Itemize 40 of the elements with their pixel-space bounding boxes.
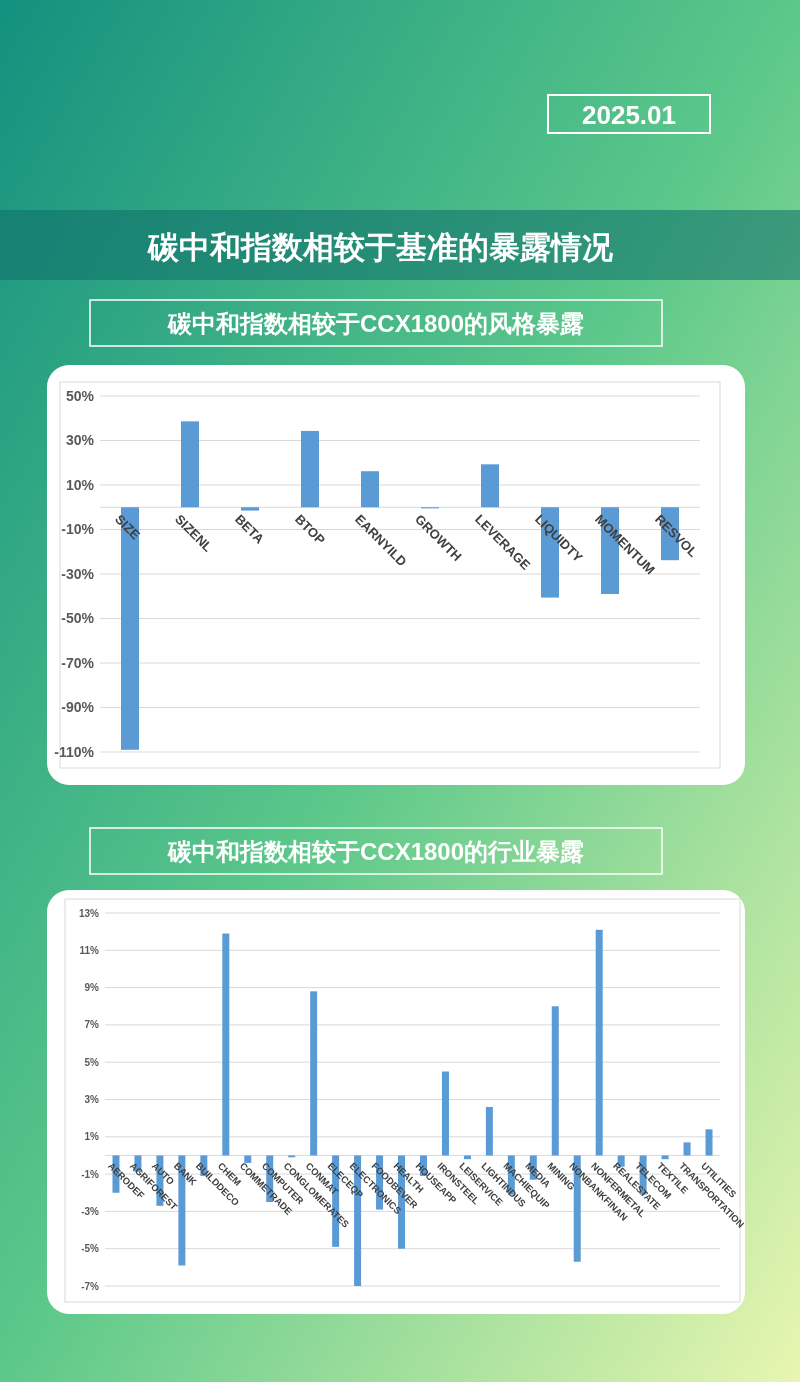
y-tick-label: 9% <box>84 982 100 994</box>
y-tick-label: -50% <box>61 610 95 627</box>
y-tick-label: 10% <box>65 476 95 493</box>
bar <box>595 929 603 1156</box>
bar <box>551 1006 559 1156</box>
chart-subtitle: 碳中和指数相较于CCX1800的风格暴露 <box>166 310 585 337</box>
y-tick-label: -110% <box>54 743 95 760</box>
y-tick-label: -3% <box>81 1205 100 1217</box>
bar <box>244 1155 252 1163</box>
bar <box>485 1106 493 1156</box>
chart-title: 碳中和指数相较于基准的暴露情况 <box>146 230 614 265</box>
y-tick-label: 1% <box>84 1131 100 1143</box>
bar <box>310 991 318 1156</box>
y-tick-label: -90% <box>61 699 95 716</box>
bar <box>683 1142 691 1156</box>
y-tick-label: 5% <box>84 1056 100 1068</box>
bar <box>181 421 199 508</box>
y-tick-label: -7% <box>81 1280 100 1292</box>
text: 2025.01 <box>582 100 676 130</box>
bar <box>301 430 319 508</box>
y-tick-label: -1% <box>81 1168 100 1180</box>
y-tick-label: -5% <box>81 1243 100 1255</box>
y-tick-label: 7% <box>84 1019 100 1031</box>
y-tick-label: 30% <box>65 432 95 449</box>
chart-title: 碳中和指数相较于CCX1800的行业暴露 <box>166 838 585 865</box>
y-tick-label: -70% <box>61 654 95 671</box>
y-tick-label: -10% <box>61 521 95 538</box>
bar <box>481 464 499 508</box>
bar <box>661 1155 669 1160</box>
y-tick-label: 11% <box>79 944 100 956</box>
bar <box>463 1155 471 1160</box>
y-tick-label: 3% <box>84 1094 100 1105</box>
bar <box>361 471 379 508</box>
bar <box>241 507 259 511</box>
y-tick-label: 13% <box>78 907 100 919</box>
bar <box>441 1071 449 1156</box>
bar <box>222 933 230 1156</box>
y-tick-label: 50% <box>65 387 95 404</box>
y-tick-label: -30% <box>61 565 95 582</box>
bar <box>705 1129 713 1156</box>
